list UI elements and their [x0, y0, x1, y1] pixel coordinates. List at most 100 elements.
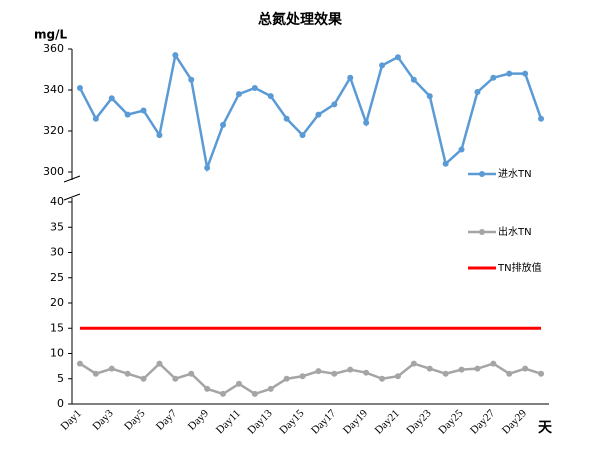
data-point — [283, 115, 290, 122]
data-point — [124, 370, 131, 377]
data-point — [363, 369, 370, 376]
axis-break — [63, 175, 81, 183]
x-tick-label: Day15 — [277, 407, 307, 437]
data-point — [331, 370, 338, 377]
data-point — [379, 375, 386, 382]
x-tick-label: Day13 — [245, 407, 275, 437]
x-axis-label: 天 — [538, 420, 553, 436]
y-axis-label: mg/L — [34, 28, 67, 42]
data-point — [188, 76, 195, 83]
data-point — [251, 390, 258, 397]
series-line — [79, 361, 542, 396]
x-tick-label: Day25 — [436, 407, 466, 437]
data-point — [506, 370, 513, 377]
data-point — [235, 91, 242, 98]
data-point — [235, 380, 242, 387]
x-tick-label: Day17 — [309, 407, 339, 437]
data-point — [220, 121, 227, 128]
data-point — [124, 111, 131, 118]
data-point — [410, 360, 417, 367]
y-tick-label: 15 — [50, 321, 64, 334]
data-point — [188, 370, 195, 377]
data-point — [172, 375, 179, 382]
data-point — [490, 74, 497, 81]
series-line — [78, 51, 543, 173]
data-point — [172, 52, 179, 59]
x-tick-label: Day27 — [468, 407, 498, 437]
data-point — [331, 101, 338, 108]
y-tick-label: 340 — [43, 83, 64, 96]
data-point — [204, 164, 211, 171]
data-point — [347, 366, 354, 373]
data-point — [394, 54, 401, 61]
data-point — [474, 89, 481, 96]
data-point — [140, 107, 147, 114]
legend-label: TN排放值 — [497, 261, 542, 274]
data-point — [442, 160, 449, 167]
data-point — [347, 74, 354, 81]
data-point — [204, 385, 211, 392]
data-point — [379, 62, 386, 69]
x-tick-label: Day21 — [373, 407, 402, 436]
x-tick-label: Day5 — [122, 407, 148, 433]
data-point — [474, 365, 481, 372]
data-point — [108, 365, 115, 372]
y-tick-label: 5 — [57, 372, 64, 385]
data-point — [299, 132, 306, 139]
y-tick-label: 35 — [50, 220, 64, 233]
data-point — [522, 365, 529, 372]
y-tick-label: 0 — [57, 397, 64, 410]
y-tick-label: 300 — [43, 165, 64, 178]
x-tick-label: Day1 — [59, 407, 84, 432]
data-point — [458, 366, 465, 373]
data-point — [506, 70, 513, 77]
data-point — [490, 360, 497, 367]
y-tick-label: 20 — [50, 296, 64, 309]
x-tick-label: Day19 — [341, 407, 371, 437]
x-tick-label: Day9 — [186, 407, 212, 433]
chart-title: 总氮处理效果 — [258, 11, 343, 28]
data-point — [92, 370, 99, 377]
y-tick-label: 40 — [50, 195, 64, 208]
data-point — [363, 119, 370, 126]
data-point — [538, 115, 545, 122]
data-point — [299, 373, 306, 380]
data-point — [315, 111, 322, 118]
data-point — [426, 365, 433, 372]
data-point — [283, 375, 290, 382]
data-point — [140, 375, 147, 382]
data-point — [76, 360, 83, 367]
legend-marker — [479, 229, 485, 235]
legend-label: 出水TN — [498, 225, 532, 238]
data-point — [76, 84, 83, 91]
x-tick-label: Day23 — [404, 407, 434, 437]
y-tick-label: 30 — [50, 246, 64, 259]
data-point — [522, 70, 529, 77]
legend-marker — [479, 171, 485, 177]
data-point — [458, 146, 465, 153]
data-point — [394, 373, 401, 380]
y-tick-label: 10 — [50, 347, 64, 360]
axis-break — [63, 193, 81, 201]
x-tick-label: Day3 — [90, 407, 116, 433]
x-tick-label: Day29 — [500, 407, 530, 437]
data-point — [538, 370, 545, 377]
x-tick-label: Day7 — [154, 407, 180, 433]
data-point — [315, 368, 322, 375]
legend-label: 进水TN — [498, 168, 532, 180]
x-tick-label: Day11 — [214, 407, 243, 436]
data-point — [267, 385, 274, 392]
data-point — [267, 93, 274, 100]
data-point — [426, 93, 433, 100]
data-point — [92, 115, 99, 122]
y-tick-label: 25 — [50, 271, 64, 284]
data-point — [220, 390, 227, 397]
data-point — [410, 76, 417, 83]
y-tick-label: 360 — [43, 42, 64, 55]
data-point — [251, 84, 258, 91]
data-point — [156, 132, 163, 139]
data-point — [442, 370, 449, 377]
data-point — [108, 95, 115, 102]
